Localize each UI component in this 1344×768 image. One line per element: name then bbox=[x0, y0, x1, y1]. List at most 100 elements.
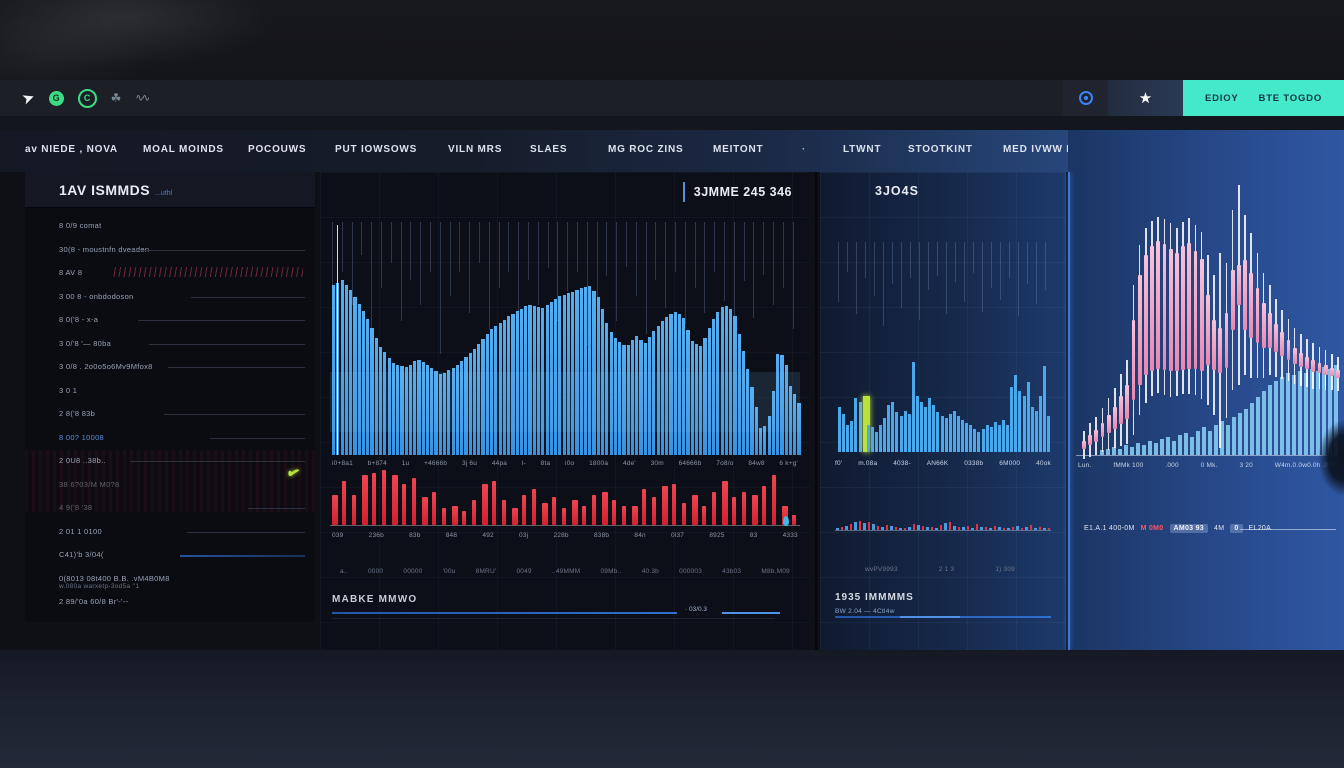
watchlist-row[interactable]: 3 0/8 . 2o0o5o6Mv9Mfox8 bbox=[59, 359, 305, 381]
watchlist-row[interactable]: 2 01 1 0100 bbox=[59, 524, 305, 546]
main-chart-footer-label: MABKE MMWO bbox=[332, 594, 418, 605]
axis-tick-label: 30m bbox=[650, 460, 664, 467]
watchlist-row-label: 0(8013 08t400 B.B. .vM4B0M8 bbox=[59, 573, 170, 583]
watchlist-row-label: 8 00? 10008 bbox=[59, 432, 105, 442]
mid-footer-sub: BW 2.04 — 4Ctl4w bbox=[835, 608, 895, 615]
main-chart-selection-band bbox=[330, 372, 800, 432]
right-footer-badge-2[interactable]: 0 bbox=[1230, 524, 1243, 533]
nav-item-9[interactable]: LTWNT bbox=[843, 144, 882, 155]
axis-tick-label: ..49MMM bbox=[551, 568, 581, 575]
cta-label-2: BTE TOGDO bbox=[1258, 92, 1323, 104]
watchlist-row[interactable]: 8 00? 10008 bbox=[59, 430, 305, 452]
row-divider-line bbox=[130, 249, 305, 251]
watchlist-row-label: 2 01 1 0100 bbox=[59, 526, 102, 536]
axis-tick-label: 6M000 bbox=[999, 460, 1021, 467]
nav-item-3[interactable]: PUT IOWSOWS bbox=[335, 144, 418, 155]
panel-divider bbox=[815, 172, 817, 650]
nav-item-0[interactable]: av NIEDE , NOVA bbox=[25, 144, 118, 155]
axis-tick-label: 8MRU' bbox=[475, 568, 497, 575]
row-divider-line bbox=[130, 461, 305, 462]
axis-tick-label: 838b bbox=[593, 532, 610, 539]
watchlist-row[interactable]: 8 AV 8 bbox=[59, 265, 305, 287]
toolbar-icon-group: ➤ G C ☘ ∿∿ bbox=[0, 88, 150, 109]
row-divider-line bbox=[187, 531, 305, 533]
bolt-icon[interactable]: ➤ bbox=[19, 88, 38, 109]
star-tile[interactable]: ★ bbox=[1108, 80, 1183, 116]
axis-tick-label: 84w8 bbox=[748, 460, 765, 467]
right-footer-red-value: M 0M0 bbox=[1140, 525, 1164, 532]
axis-tick-label: 1) 309 bbox=[995, 566, 1015, 573]
axis-tick-label: 8ta bbox=[540, 460, 551, 467]
watchlist-title: 1AV ISMMDS bbox=[59, 182, 151, 198]
secondary-x-axis: a.. 0000 00000'00u 8MRU' 0049 ..49MMM 09Mb.. 40… bbox=[340, 568, 790, 575]
axis-tick-label: 2 1 3 bbox=[938, 566, 955, 573]
footer-progress-line[interactable] bbox=[332, 612, 677, 614]
leaf-icon[interactable]: ☘ bbox=[110, 91, 122, 105]
footer-progress-line-bright[interactable] bbox=[722, 612, 780, 614]
cta-button[interactable]: EDIOY BTE TOGDO bbox=[1183, 80, 1344, 116]
footer-underline bbox=[332, 618, 775, 619]
axis-tick-label: wvPV9993 bbox=[865, 566, 898, 573]
watchlist-row-label: C41)'b 3/04( bbox=[59, 550, 104, 559]
row-divider-line bbox=[138, 320, 305, 321]
watchlist-row-label: 2 89/'0a 60/8 Br'-'-- bbox=[59, 597, 129, 606]
watchlist-row[interactable]: 2 89/'0a 60/8 Br'-'-- bbox=[59, 594, 305, 616]
nav-item-5[interactable]: SLAES bbox=[530, 144, 568, 155]
mid-footer-line-bright[interactable] bbox=[900, 616, 960, 618]
toolbar: ➤ G C ☘ ∿∿ ★ EDIOY BTE TOGDO bbox=[0, 80, 1344, 116]
green-ring-c-icon[interactable]: C bbox=[77, 88, 97, 108]
watchlist-row[interactable]: 38 6?03/M M0?8 bbox=[59, 477, 305, 499]
star-icon: ★ bbox=[1138, 90, 1153, 107]
row-divider-line bbox=[210, 437, 305, 439]
right-footer-mid: 4M bbox=[1214, 525, 1225, 532]
watchlist-row[interactable]: 8 0('8 - x-a bbox=[59, 312, 305, 334]
row-divider-line bbox=[248, 508, 305, 509]
eye-tile[interactable] bbox=[1063, 80, 1108, 116]
marker-drop-icon bbox=[783, 516, 789, 526]
axis-tick-label: 492 bbox=[482, 532, 494, 539]
green-circle-g-icon[interactable]: G bbox=[48, 90, 64, 106]
red-sparkline bbox=[113, 267, 303, 277]
cta-label-1: EDIOY bbox=[1204, 92, 1239, 104]
axis-tick-label: 40ok bbox=[1036, 460, 1051, 467]
watchlist-row[interactable]: 2 8('8 83b bbox=[59, 406, 305, 428]
watchlist-row[interactable]: 30(8 - moustnfn dveaden bbox=[59, 242, 305, 264]
waveform-icon[interactable]: ∿∿ bbox=[135, 92, 150, 104]
axis-tick-label: 83 bbox=[749, 532, 758, 539]
mid-chart-panel: 3JO4S f0' m.08a 4038- AN66K 0338b 6M000 40ok w… bbox=[820, 172, 1066, 650]
watchlist-row[interactable]: C41)'b 3/04( bbox=[59, 547, 305, 569]
footer-line-value: · 03/0.3 bbox=[685, 606, 708, 613]
axis-tick-label: Lun. bbox=[1078, 462, 1092, 469]
watchlist-row[interactable]: 3 0/'8 '— 80ba bbox=[59, 336, 305, 358]
axis-tick-label: +4666b bbox=[424, 460, 448, 467]
right-footer-badge-1[interactable]: AM03 93 bbox=[1169, 524, 1209, 533]
watchlist-header: 1AV ISMMDS ...uthl bbox=[25, 172, 315, 208]
axis-tick-label: AN66K bbox=[926, 460, 949, 467]
nav-item-10[interactable]: STOOTKINT bbox=[908, 144, 973, 155]
nav-item-11[interactable]: MED IVWW NOT bbox=[1003, 144, 1090, 155]
nav-item-1[interactable]: MOAL MOINDS bbox=[143, 144, 224, 155]
nav-item-2[interactable]: POCOUWS bbox=[248, 144, 307, 155]
axis-tick-label: 0338b bbox=[964, 460, 984, 467]
watchlist-row[interactable]: 0(8013 08t400 B.B. .vM4B0M8 w.080a warxet… bbox=[59, 571, 305, 593]
watchlist-row[interactable]: 4 9('8 '38 bbox=[59, 500, 305, 522]
watchlist-row[interactable]: 3 0 1 bbox=[59, 383, 305, 405]
watchlist-row[interactable]: 8 0/9 comat bbox=[59, 218, 305, 240]
main-x-axis: i0+8a1 b+874 1u +4666b 3j 6u 44pa l- 8ta i0o 1800… bbox=[332, 460, 798, 467]
right-chart-baseline bbox=[1076, 455, 1338, 456]
axis-tick-label: 64666b bbox=[678, 460, 702, 467]
watchlist-row[interactable]: 2 0U8 ..38b.. bbox=[59, 453, 305, 475]
watchlist-row[interactable]: 3 00 8 - onbdodoson bbox=[59, 289, 305, 311]
main-chart-panel: 3JMME 245 346 i0+8a1 b+874 1u +4666b 3j 6u 44… bbox=[320, 172, 810, 650]
axis-tick-label: .000 bbox=[1165, 462, 1179, 469]
volume-x-axis: 039 236b 83b 848 492 03j 228b 838b 84n 0l37 8925 83… bbox=[332, 532, 798, 539]
mid-secondary-axis: wvPV9993 2 1 3 1) 309 bbox=[865, 566, 1015, 573]
axis-tick-label: 6 k+g' bbox=[779, 460, 798, 467]
axis-tick-label: 03j bbox=[519, 532, 529, 539]
axis-tick-label: 0 Mk. bbox=[1200, 462, 1218, 469]
nav-item-4[interactable]: VILN MRS bbox=[448, 144, 503, 155]
nav-item-7[interactable]: MEITONT bbox=[713, 144, 764, 155]
nav-item-6[interactable]: MG ROC ZINS bbox=[608, 144, 684, 155]
main-chart-cursor-line bbox=[337, 225, 338, 455]
axis-tick-label: 3j 6u bbox=[461, 460, 478, 467]
